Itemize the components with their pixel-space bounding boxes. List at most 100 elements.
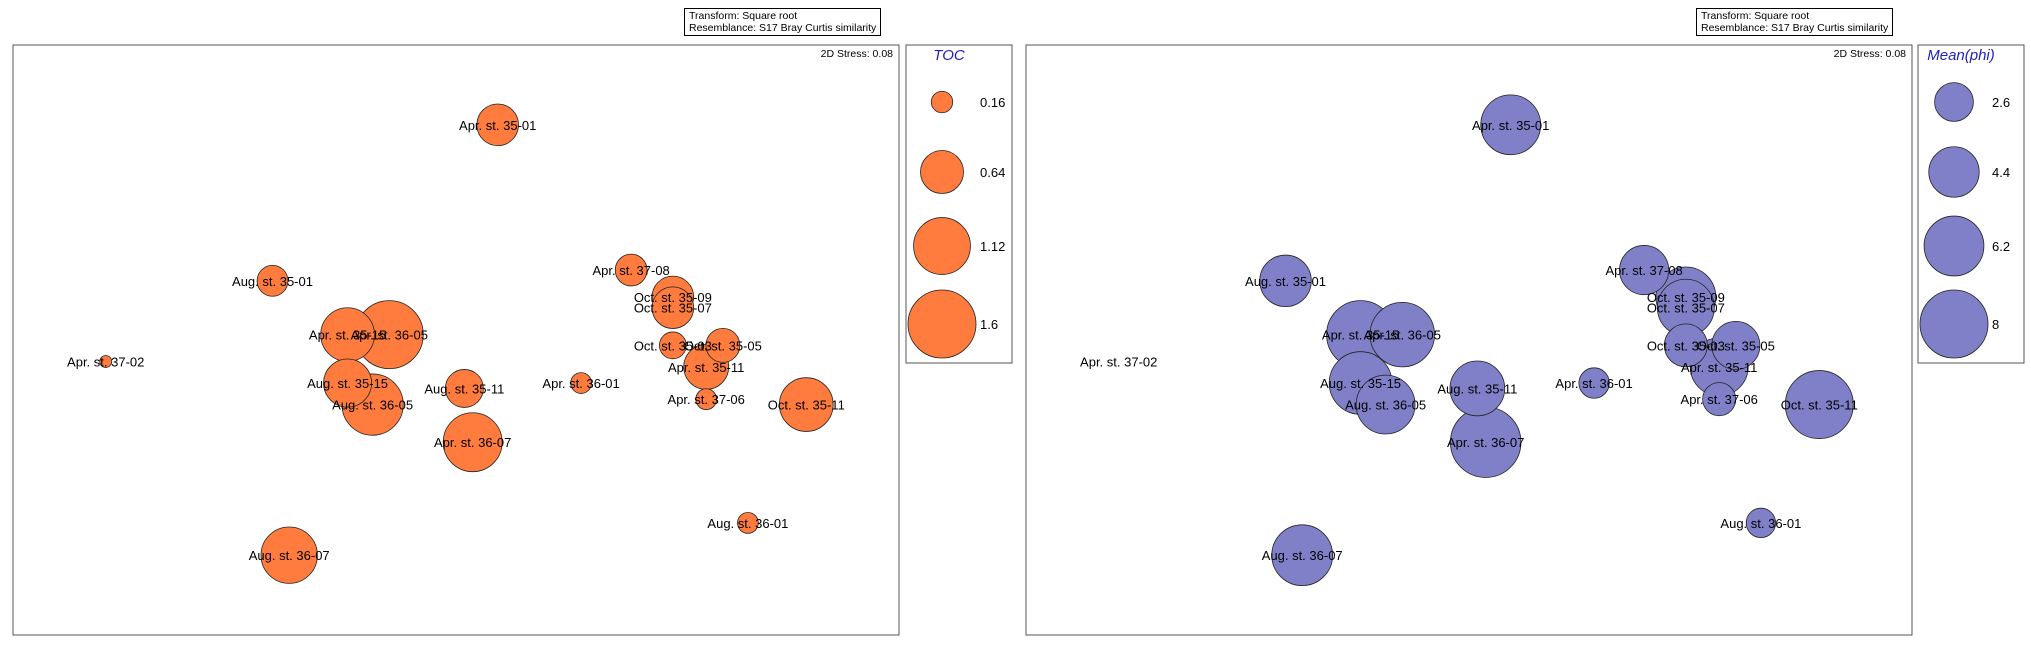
data-bubble — [1271, 524, 1334, 587]
resemblance-line-2: Resemblance: S17 Bray Curtis similarity — [1701, 22, 1889, 34]
plot-border — [12, 44, 900, 636]
legend-label: 2.6 — [1992, 95, 2010, 110]
point-label: Oct. st. 35-09 — [634, 290, 712, 305]
legend-label: 8 — [1992, 317, 1999, 332]
legend-title: Mean(phi) — [1927, 47, 1995, 64]
legend-bubble — [1928, 146, 1980, 198]
legend-label: 0.64 — [980, 165, 1005, 180]
legend-label: 1.12 — [980, 239, 1005, 254]
data-bubble — [444, 369, 484, 408]
point-label: Aug. st. 35-01 — [232, 274, 313, 289]
legend-title: TOC — [933, 47, 965, 64]
point-label: Aug. st. 36-07 — [1262, 548, 1343, 563]
data-bubble — [1619, 245, 1670, 296]
data-bubble — [1259, 254, 1312, 308]
data-bubble — [1355, 374, 1416, 435]
data-bubble — [1711, 320, 1761, 370]
point-label: Apr. st. 35-15 — [1322, 328, 1399, 343]
plot-border — [1025, 44, 1913, 636]
point-label: Apr. st. 37-06 — [668, 392, 745, 407]
legend-label: 1.6 — [980, 317, 998, 332]
data-bubble — [1480, 94, 1542, 156]
legend-bubble — [1919, 289, 1989, 359]
point-label: Oct. st. 35-05 — [1697, 338, 1775, 353]
point-label: Oct. st. 35-05 — [684, 338, 762, 353]
legend-bubble — [1923, 215, 1985, 277]
chart-panel-2: 2D Stress: 0.08 Mean(phi) 2.6 4.4 6.2 8 Apr. s… — [1025, 44, 2025, 636]
data-bubble — [256, 264, 289, 297]
data-bubble — [1578, 367, 1610, 399]
point-label: Apr. st. 36-07 — [1447, 435, 1524, 450]
chart-panel-1: 2D Stress: 0.08 TOC 0.16 0.64 1.12 1.6 Apr. st… — [12, 44, 1013, 636]
legend-bubble — [1934, 82, 1974, 122]
data-bubble — [659, 331, 687, 360]
point-label: Apr. st. 36-01 — [542, 376, 619, 391]
point-label: Apr. st. 36-01 — [1555, 376, 1632, 391]
point-label: Aug. st. 35-11 — [1437, 381, 1517, 396]
point-label: Oct. st. 35-03 — [1647, 338, 1725, 353]
legend-bubble — [907, 289, 977, 359]
data-bubble — [476, 103, 519, 147]
point-label: Aug. st. 36-01 — [707, 516, 788, 531]
point-label: Aug. st. 36-05 — [332, 398, 413, 413]
data-bubble — [705, 327, 741, 363]
point-label: Apr. st. 36-05 — [1364, 328, 1441, 343]
transform-line-2: Transform: Square root — [1701, 10, 1810, 22]
data-bubble — [323, 358, 373, 408]
point-label: Apr. st. 35-11 — [1681, 360, 1757, 375]
legend-bubble — [920, 150, 964, 194]
data-bubble — [260, 526, 318, 584]
data-bubble — [1745, 507, 1777, 539]
point-label: Aug. st. 36-05 — [1345, 398, 1426, 413]
data-bubble — [779, 377, 834, 432]
point-label: Apr. st. 37-08 — [1605, 263, 1682, 278]
data-bubble — [1663, 323, 1708, 368]
point-label: Apr. st. 36-07 — [434, 435, 511, 450]
data-bubble — [99, 355, 113, 368]
data-bubble — [614, 253, 648, 287]
point-label: Aug. st. 35-11 — [424, 381, 504, 396]
transform-note-2: Transform: Square root Resemblance: S17 … — [1696, 8, 1894, 36]
point-label: Apr. st. 37-08 — [592, 263, 669, 278]
point-label: Apr. st. 37-06 — [1681, 392, 1758, 407]
point-label: Oct. st. 35-11 — [768, 398, 845, 413]
point-label: Apr. st. 37-02 — [67, 355, 144, 370]
data-bubble — [695, 388, 718, 410]
data-bubble — [651, 286, 695, 329]
point-label: Oct. st. 35-07 — [634, 301, 712, 316]
transform-note-1: Transform: Square root Resemblance: S17 … — [684, 8, 882, 36]
point-label: Apr. st. 36-05 — [351, 328, 428, 343]
point-label: Oct. st. 35-07 — [1647, 301, 1725, 316]
point-label: Oct. st. 35-11 — [1781, 398, 1858, 413]
data-bubble — [737, 512, 759, 534]
point-label: Aug. st. 35-15 — [1320, 376, 1401, 391]
stress-label: 2D Stress: 0.08 — [821, 48, 894, 60]
point-label: Aug. st. 36-01 — [1720, 516, 1801, 531]
data-bubble — [1449, 360, 1506, 417]
point-label: Apr. st. 35-11 — [668, 360, 744, 375]
point-label: Apr. st. 37-02 — [1080, 355, 1157, 370]
data-bubble — [1784, 370, 1854, 439]
legend-label: 6.2 — [1992, 239, 2010, 254]
data-bubble — [1369, 301, 1435, 368]
point-label: Apr. st. 35-01 — [459, 118, 536, 133]
transform-line-1: Transform: Square root — [689, 10, 798, 22]
data-bubble — [1702, 382, 1737, 417]
legend-box — [1917, 44, 2025, 364]
data-bubble — [570, 372, 592, 394]
legend-bubble — [913, 217, 971, 275]
point-label: Oct. st. 35-09 — [1647, 290, 1725, 305]
legend-bubble — [930, 90, 954, 114]
point-label: Aug. st. 35-01 — [1245, 274, 1326, 289]
point-label: Apr. st. 35-15 — [309, 328, 386, 343]
point-label: Oct. st. 35-03 — [634, 338, 712, 353]
resemblance-line-1: Resemblance: S17 Bray Curtis similarity — [689, 22, 877, 34]
stress-label: 2D Stress: 0.08 — [1834, 48, 1907, 60]
legend-label: 4.4 — [1992, 165, 2010, 180]
point-label: Apr. st. 35-01 — [1472, 118, 1549, 133]
point-label: Aug. st. 35-15 — [307, 376, 388, 391]
point-label: Aug. st. 36-07 — [249, 548, 330, 563]
data-bubble — [442, 412, 503, 473]
legend-label: 0.16 — [980, 95, 1005, 110]
